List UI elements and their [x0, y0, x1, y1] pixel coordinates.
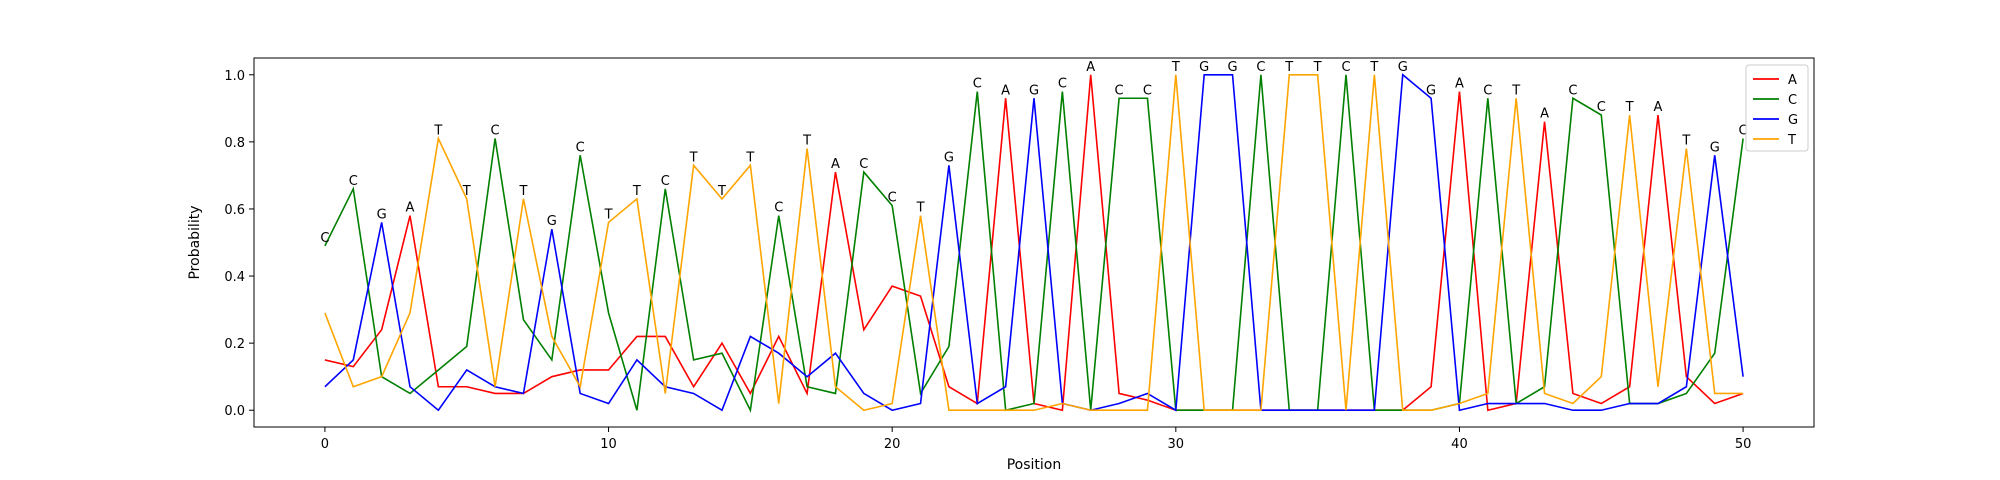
peak-base-label: C	[973, 77, 982, 92]
peak-base-label: C	[1483, 83, 1492, 98]
peak-base-label: C	[1115, 83, 1124, 98]
peak-base-label: G	[1710, 140, 1720, 155]
peak-base-label: C	[1597, 100, 1606, 115]
peak-base-label: C	[320, 231, 329, 246]
peak-base-label: C	[491, 124, 500, 139]
peak-base-label: G	[1199, 60, 1209, 75]
peak-base-label: A	[1001, 83, 1010, 98]
peak-base-label: G	[377, 207, 387, 222]
peak-base-label: A	[406, 201, 415, 216]
peak-base-label: T	[689, 150, 698, 165]
x-tick-label: 10	[600, 437, 617, 452]
y-tick-label: 0.0	[224, 404, 245, 419]
series-line-c	[324, 74, 1744, 413]
x-tick-label: 0	[321, 437, 329, 452]
peak-base-label: G	[1398, 60, 1408, 75]
peak-base-label: T	[1284, 60, 1293, 75]
y-axis-label: Probability	[187, 205, 203, 279]
y-tick-label: 0.4	[224, 270, 245, 285]
peak-base-label: T	[1171, 60, 1180, 75]
y-tick-label: 0.8	[224, 136, 245, 151]
peak-base-label: T	[462, 184, 471, 199]
peak-base-label: C	[661, 174, 670, 189]
peak-base-label: G	[547, 214, 557, 229]
peak-base-label: C	[576, 140, 585, 155]
y-tick-label: 0.6	[224, 203, 245, 218]
peak-base-label: A	[1086, 60, 1095, 75]
peak-base-label: T	[1369, 60, 1378, 75]
peak-base-label: T	[1511, 83, 1520, 98]
legend-label-c: C	[1788, 93, 1797, 108]
peak-base-label: C	[859, 157, 868, 172]
peak-base-label: T	[1625, 100, 1634, 115]
axes: Position Probability 0 10 20 30 40 50 0.0 0.2 0.…	[187, 57, 1815, 473]
peak-base-label: A	[1654, 100, 1663, 115]
peak-base-label: T	[717, 184, 726, 199]
peak-base-label: G	[944, 150, 954, 165]
peak-base-label: T	[745, 150, 754, 165]
peak-base-label: T	[632, 184, 641, 199]
y-tick-label: 1.0	[224, 69, 245, 84]
y-tick-label: 0.2	[224, 337, 245, 352]
peak-base-label: T	[604, 207, 613, 222]
peak-base-label: A	[1540, 107, 1549, 122]
series-line-t	[324, 73, 1744, 412]
legend-box	[1745, 64, 1809, 152]
peak-base-label: T	[518, 184, 527, 199]
peak-base-label: G	[1228, 60, 1238, 75]
series-line-g	[324, 73, 1744, 412]
peak-base-label: A	[831, 157, 840, 172]
peak-base-label: T	[1313, 60, 1322, 75]
peak-base-label: G	[1426, 83, 1436, 98]
peak-base-label: T	[433, 124, 442, 139]
peak-base-label: C	[1058, 77, 1067, 92]
x-tick-label: 30	[1168, 437, 1185, 452]
peak-base-label: T	[1681, 134, 1690, 149]
legend-label-t: T	[1787, 133, 1796, 148]
peak-base-label: C	[774, 201, 783, 216]
peak-base-label: T	[802, 134, 811, 149]
peak-base-label: T	[916, 201, 925, 216]
x-tick-label: 50	[1735, 437, 1752, 452]
peak-base-label: C	[1341, 60, 1350, 75]
x-tick-label: 20	[884, 437, 901, 452]
peak-base-label: A	[1455, 77, 1464, 92]
peak-base-label: G	[1029, 83, 1039, 98]
peak-base-label: C	[888, 191, 897, 206]
plot-area: C C G A T T C T G C T T C T T T C T A C C T G C A G C A C C T G G C T T C T G G…	[320, 60, 1748, 413]
legend-label-g: G	[1788, 113, 1798, 128]
peak-base-label: C	[1256, 60, 1265, 75]
peak-base-label: C	[349, 174, 358, 189]
axes-frame	[253, 57, 1815, 428]
peak-base-label: C	[1739, 124, 1748, 139]
x-tick-label: 40	[1451, 437, 1468, 452]
peak-base-label: C	[1568, 83, 1577, 98]
peak-base-label: C	[1143, 83, 1152, 98]
x-axis-label: Position	[1007, 457, 1062, 473]
legend-label-a: A	[1788, 73, 1797, 88]
